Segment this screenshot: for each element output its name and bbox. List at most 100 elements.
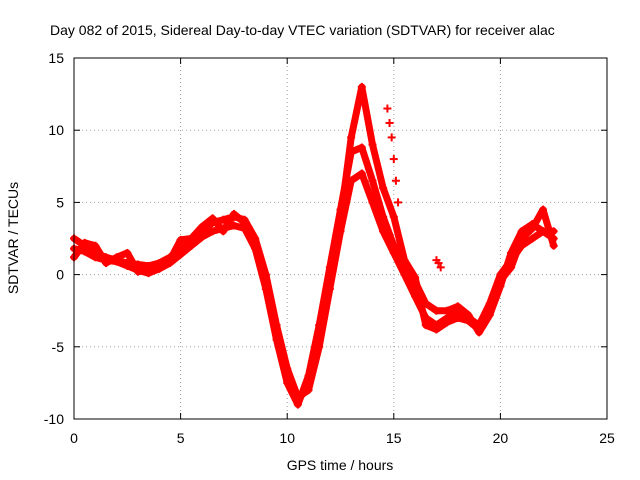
data-point — [517, 234, 526, 243]
data-point — [539, 205, 548, 214]
data-point — [336, 215, 345, 224]
data-point — [176, 235, 185, 244]
data-point — [387, 133, 396, 142]
data-point — [453, 313, 462, 322]
data-point — [400, 270, 409, 279]
data-point — [549, 227, 558, 236]
data-point — [389, 212, 398, 221]
data-point — [336, 227, 345, 236]
x-tick-label: 20 — [493, 430, 509, 446]
data-point — [379, 183, 388, 192]
x-tick-label: 0 — [70, 430, 78, 446]
data-point — [383, 104, 392, 113]
data-point — [293, 397, 302, 406]
data-point — [411, 273, 420, 282]
data-point — [101, 259, 110, 268]
data-point — [347, 176, 356, 185]
data-point — [379, 227, 388, 236]
data-point — [208, 214, 217, 223]
data-point — [304, 378, 313, 387]
data-point — [251, 238, 260, 247]
data-point — [165, 256, 174, 265]
data-point — [485, 305, 494, 314]
y-tick-label: -5 — [52, 339, 65, 355]
data-point — [347, 133, 356, 142]
data-point — [144, 266, 153, 275]
data-point — [123, 248, 132, 257]
data-point — [315, 342, 324, 351]
data-point — [272, 335, 281, 344]
data-point — [436, 263, 445, 272]
data-point — [80, 247, 89, 256]
x-tick-label: 5 — [177, 430, 185, 446]
data-point — [507, 263, 516, 272]
data-point — [357, 82, 366, 91]
data-point — [133, 267, 142, 276]
data-point — [517, 227, 526, 236]
data-point — [464, 316, 473, 325]
axes-layer: 0 5 10 15 20 25 -10 -5 0 5 10 15 — [44, 50, 615, 446]
data-point — [112, 253, 121, 262]
y-axis-label: SDTVAR / TECUs — [5, 182, 21, 294]
data-point — [443, 306, 452, 315]
data-point — [400, 256, 409, 265]
data-point — [219, 227, 228, 236]
data-point — [391, 176, 400, 185]
data-point — [283, 378, 292, 387]
data-point — [208, 227, 217, 236]
data-point — [304, 371, 313, 380]
data-point — [475, 325, 484, 334]
y-tick-label: 10 — [48, 122, 64, 138]
data-point — [315, 321, 324, 330]
data-point — [549, 234, 558, 243]
y-tick-label: 5 — [56, 194, 64, 210]
series-line — [70, 83, 558, 406]
data-point — [432, 306, 441, 315]
data-point — [261, 277, 270, 286]
data-point — [368, 176, 377, 185]
data-point — [261, 285, 270, 294]
grid-layer — [74, 58, 607, 419]
data-point — [123, 261, 132, 270]
x-tick-label: 25 — [599, 430, 615, 446]
series-layer — [70, 82, 558, 409]
data-point — [385, 118, 394, 127]
y-tick-label: 15 — [48, 50, 64, 66]
data-point — [315, 335, 324, 344]
data-point — [272, 328, 281, 337]
data-point — [539, 227, 548, 236]
data-point — [240, 218, 249, 227]
data-point — [91, 241, 100, 250]
x-axis-label: GPS time / hours — [287, 457, 394, 473]
data-point — [336, 205, 345, 214]
x-tick-label: 10 — [279, 430, 295, 446]
data-point — [443, 318, 452, 327]
data-point — [283, 371, 292, 380]
data-point — [389, 155, 398, 164]
data-point — [91, 253, 100, 262]
data-point — [507, 256, 516, 265]
data-point — [229, 221, 238, 230]
data-point — [549, 241, 558, 250]
data-point — [197, 222, 206, 231]
data-point — [155, 261, 164, 270]
data-point — [432, 325, 441, 334]
y-tick-label: 0 — [56, 267, 64, 283]
data-point — [272, 321, 281, 330]
y-tick-label: -10 — [44, 411, 64, 427]
data-point — [528, 224, 537, 233]
data-point — [389, 248, 398, 257]
data-point — [421, 321, 430, 330]
data-point — [304, 386, 313, 395]
data-point — [394, 198, 403, 207]
data-point — [411, 292, 420, 301]
data-point — [347, 147, 356, 156]
data-point — [80, 238, 89, 247]
data-point — [261, 270, 270, 279]
data-point — [187, 234, 196, 243]
data-point — [379, 212, 388, 221]
data-point — [325, 285, 334, 294]
data-point — [421, 313, 430, 322]
chart-title: Day 082 of 2015, Sidereal Day-to-day VTE… — [50, 22, 555, 38]
